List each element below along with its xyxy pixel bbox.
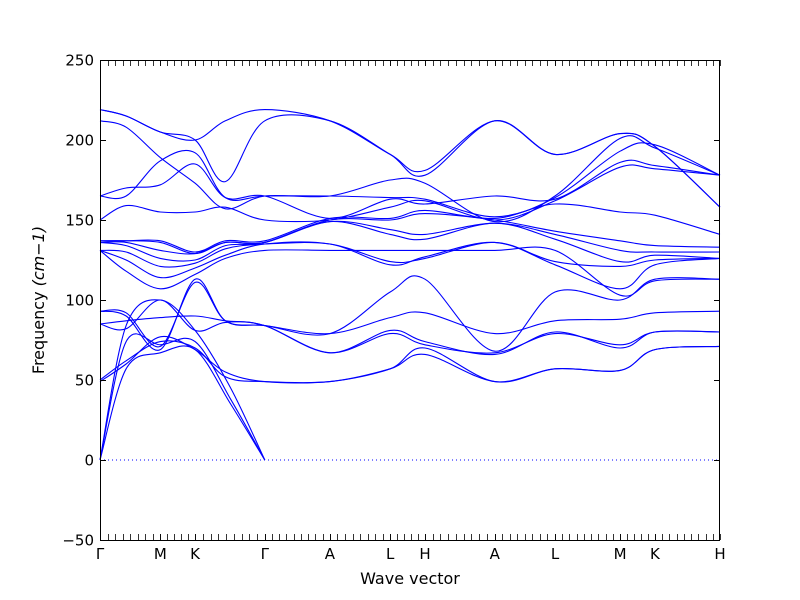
phonon-band-1 xyxy=(99,345,266,461)
phonon-band-17 xyxy=(99,164,721,223)
x-tick-label: A xyxy=(490,545,501,563)
x-tick-label: L xyxy=(551,545,560,563)
y-tick-label: −50 xyxy=(62,532,94,550)
phonon-band-10 xyxy=(99,246,721,297)
band-series-layer xyxy=(99,109,721,461)
phonon-band-12 xyxy=(99,241,721,268)
y-tick-label: 100 xyxy=(65,292,94,310)
phonon-band-18 xyxy=(99,159,721,219)
y-axis-label: Frequency (cm−1) xyxy=(29,226,48,374)
phonon-band-9 xyxy=(99,275,721,352)
y-tick-label: 200 xyxy=(65,132,94,150)
y-tick-label: 250 xyxy=(65,52,94,70)
phonon-band-19 xyxy=(99,142,721,218)
phonon-band-15 xyxy=(99,213,721,255)
phonon-band-7 xyxy=(99,299,721,354)
phonon-band-13 xyxy=(99,221,721,263)
x-tick-label: M xyxy=(614,545,627,563)
phonon-band-8 xyxy=(99,278,721,351)
phonon-band-3 xyxy=(99,299,266,461)
x-tick-label: Γ xyxy=(261,545,270,563)
x-tick-label: H xyxy=(714,545,725,563)
x-axis-label: Wave vector xyxy=(360,569,460,588)
x-tick-label: A xyxy=(325,545,336,563)
phonon-band-22 xyxy=(99,109,721,208)
x-tick-label: K xyxy=(190,545,201,563)
y-tick-label: 150 xyxy=(65,212,94,230)
y-axis-label-unit: (cm−1) xyxy=(29,226,48,286)
plot-frame xyxy=(100,60,720,541)
x-tick-label: M xyxy=(154,545,167,563)
y-tick-label: 0 xyxy=(84,452,94,470)
x-tick-label: Γ xyxy=(96,545,105,563)
x-tick-label: H xyxy=(419,545,430,563)
phonon-band-6 xyxy=(99,315,721,356)
phonon-band-16 xyxy=(99,203,721,253)
x-tick-label: L xyxy=(386,545,395,563)
x-tick-label: K xyxy=(650,545,661,563)
phonon-band-20 xyxy=(99,120,721,223)
y-tick-label: 50 xyxy=(75,372,94,390)
phonon-band-11 xyxy=(99,241,721,290)
y-axis-label-main: Frequency xyxy=(29,291,48,374)
phonon-band-14 xyxy=(99,220,721,255)
